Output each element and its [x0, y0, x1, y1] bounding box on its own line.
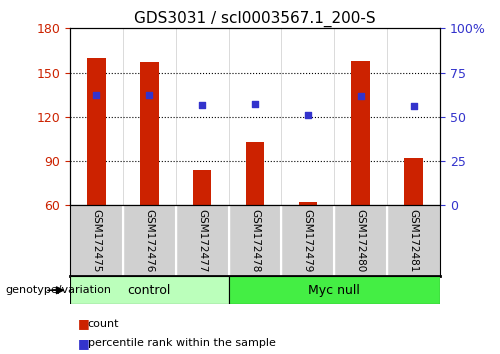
Bar [352, 61, 370, 205]
Point [198, 102, 206, 108]
Text: GSM172477: GSM172477 [197, 209, 207, 273]
Text: GSM172480: GSM172480 [356, 209, 366, 272]
Bar [228, 276, 440, 304]
Title: GDS3031 / scl0003567.1_200-S: GDS3031 / scl0003567.1_200-S [134, 11, 376, 27]
Text: GSM172478: GSM172478 [250, 209, 260, 273]
Text: control: control [128, 284, 171, 297]
Point [410, 104, 418, 109]
Point [146, 92, 154, 98]
Text: ■: ■ [78, 337, 89, 350]
Point [304, 113, 312, 118]
Text: ■: ■ [78, 318, 89, 330]
Bar [246, 142, 264, 205]
Text: GSM172481: GSM172481 [408, 209, 418, 273]
Bar [87, 58, 106, 205]
Bar [404, 158, 423, 205]
Point [92, 92, 100, 98]
Bar [70, 276, 228, 304]
Text: GSM172475: GSM172475 [92, 209, 102, 273]
Point [251, 101, 259, 107]
Text: GSM172479: GSM172479 [303, 209, 313, 273]
Bar [193, 170, 212, 205]
Point [356, 93, 364, 99]
Text: genotype/variation: genotype/variation [5, 285, 111, 295]
Text: percentile rank within the sample: percentile rank within the sample [88, 338, 276, 348]
Text: GSM172476: GSM172476 [144, 209, 154, 273]
Bar [298, 202, 317, 205]
Bar [140, 62, 158, 205]
Text: count: count [88, 319, 119, 329]
Text: Myc null: Myc null [308, 284, 360, 297]
